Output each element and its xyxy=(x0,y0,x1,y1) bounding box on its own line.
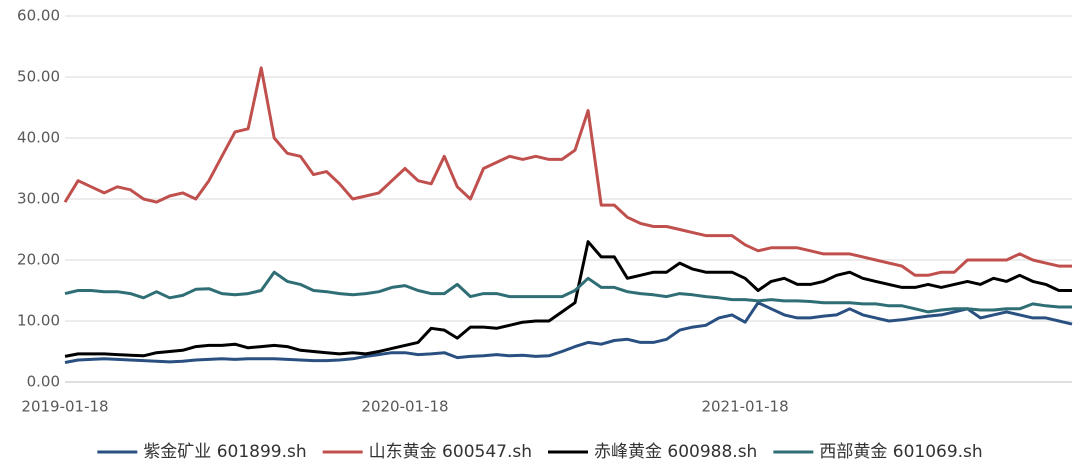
y-tick-label: 60.00 xyxy=(17,7,60,25)
y-tick-label: 40.00 xyxy=(17,129,60,147)
legend-item: 紫金矿业 601899.sh xyxy=(97,442,307,462)
y-tick-label: 10.00 xyxy=(17,312,60,330)
y-tick-label: 0.00 xyxy=(27,373,60,391)
x-tick-label: 2020-01-18 xyxy=(361,398,448,416)
legend-item: 赤峰黄金 600988.sh xyxy=(548,442,757,462)
x-tick-label: 2019-01-18 xyxy=(21,398,108,416)
legend-label: 西部黄金 601069.sh xyxy=(819,442,982,462)
y-tick-label: 30.00 xyxy=(17,190,60,208)
legend-item: 山东黄金 600547.sh xyxy=(322,442,532,462)
line-series xyxy=(64,270,1072,314)
x-tick-label: 2021-01-18 xyxy=(701,398,788,416)
legend-label: 紫金矿业 601899.sh xyxy=(143,442,306,462)
line-series xyxy=(63,66,1072,277)
legend-item: 西部黄金 601069.sh xyxy=(773,442,983,462)
y-tick-label: 50.00 xyxy=(17,68,60,86)
legend: 紫金矿业 601899.sh 山东黄金 600547.sh 赤峰黄金 600988.… xyxy=(97,442,983,462)
y-tick-label: 20.00 xyxy=(17,251,60,269)
legend-label: 山东黄金 600547.sh xyxy=(369,442,532,462)
legend-label: 赤峰黄金 600988.sh xyxy=(594,442,757,462)
line-series xyxy=(64,301,1073,364)
line-series xyxy=(64,240,1072,358)
